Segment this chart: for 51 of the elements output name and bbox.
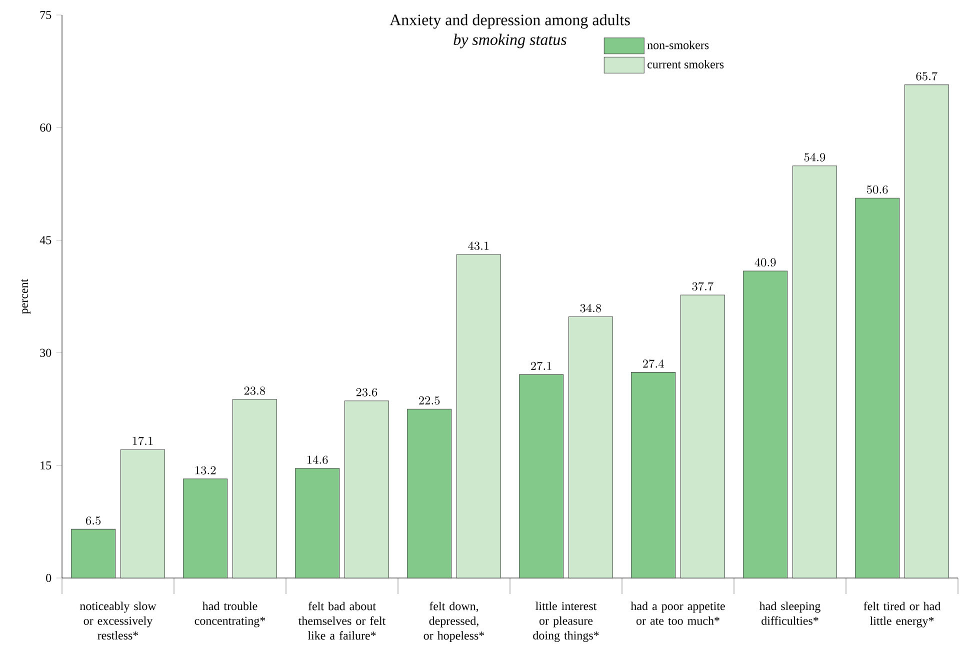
bar [232,399,277,578]
x-tick-label: little interest or pleasure doing things* [533,602,599,642]
bar [904,84,949,578]
legend-label: non-smokers [647,40,709,50]
bar [792,166,837,578]
bar [183,478,228,578]
legend-label: current smokers [648,60,724,68]
y-tick-label: 0 [46,574,52,582]
y-axis-title: percent [21,278,30,314]
data-label: 34.8 [580,304,602,312]
data-label: 50.6 [866,185,888,194]
bar [519,374,564,578]
x-tick-label: had a poor appetite or ate too much* [630,602,725,625]
data-label: 17. 1 [132,436,153,446]
bar [743,270,788,578]
x-tick-label: noticeably slow or excessively restless* [80,602,156,640]
data-label: 27.4 [642,359,664,368]
data-label: 27. 1 [530,362,552,370]
y-tick-label: 60 [40,124,52,132]
y-tick-label: 75 [40,11,52,19]
text: by smoking status [454,34,566,48]
x-tick-label: had sleeping difficulties* [759,602,820,625]
data-label: 65.7 [916,72,938,80]
data-label: 54.9 [804,153,826,162]
bar [631,372,676,578]
x-tick-label: felt tired or had little energy* [864,602,941,628]
x-tick-label: felt down, depressed, or hopeless* [424,602,484,642]
bar [295,468,340,578]
bar [680,294,725,578]
data-label: 40.9 [754,258,776,267]
data-label: 43. 1 [468,242,489,250]
bar [568,316,613,578]
data-label: 13.2 [195,466,216,474]
bar [456,254,501,578]
data-label: 23.8 [244,386,266,395]
bar [344,400,389,578]
data-label: 6.5 [86,516,101,525]
bar [855,198,900,578]
chart-title: Anxiety and depression among adults [390,14,630,29]
data-label: 37.7 [692,282,714,291]
y-tick-label: 45 [40,236,52,244]
data-label: 14.6 [307,456,328,464]
y-tick-label: 30 [40,348,52,357]
bar [71,528,116,578]
bar [407,408,452,578]
data-label: 22.5 [418,396,440,405]
data-label: 23.6 [356,388,378,396]
y-tick-label: 15 [40,461,52,470]
x-tick-label: had trouble concentrating* [194,602,266,628]
bar [120,449,165,578]
x-tick-label: felt bad about themselves or felt like a failure* [298,602,386,640]
